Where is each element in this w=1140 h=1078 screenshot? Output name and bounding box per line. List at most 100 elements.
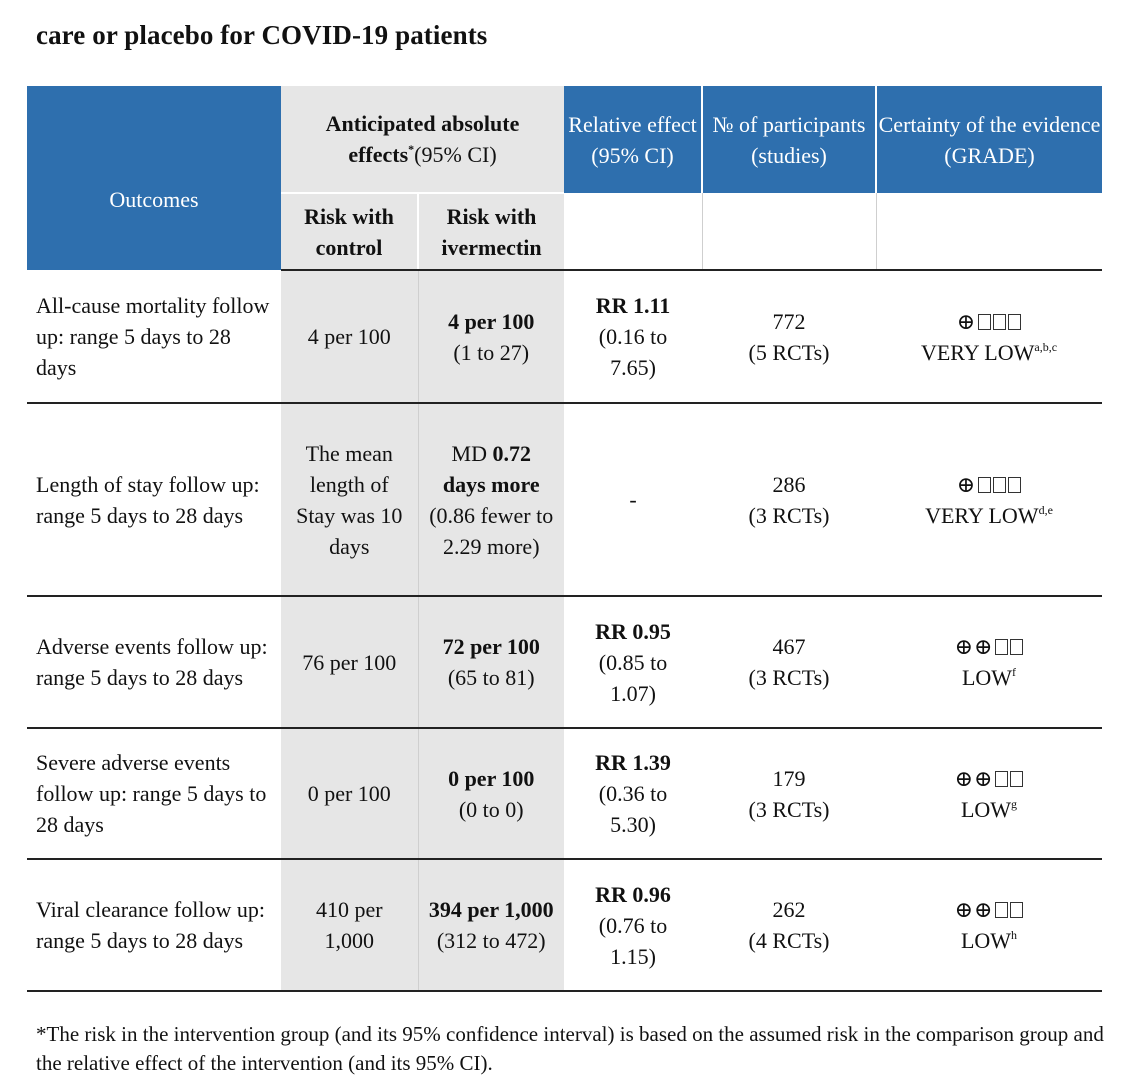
relative-effect-estimate: RR 1.11: [595, 293, 671, 318]
participants-cell: 179 (3 RCTs): [702, 728, 876, 860]
studies-count: (5 RCTs): [748, 339, 830, 365]
grade-empty-box-icon: [995, 770, 1009, 787]
grade-plus-icon: ⊕: [956, 308, 977, 334]
outcome-cell: Length of stay follow up: range 5 days t…: [27, 403, 281, 597]
grade-empty-box-icon: [978, 313, 992, 330]
relative-effect-cell: RR 0.96 (0.76 to 1.15): [564, 859, 702, 992]
ivermectin-estimate: 72 per 100: [442, 634, 540, 659]
relative-effect-cell: RR 1.39 (0.36 to 5.30): [564, 728, 702, 860]
ivermectin-ci: (312 to 472): [436, 928, 546, 953]
grade-plus-icon: ⊕⊕: [954, 634, 994, 659]
grade-label: LOW: [960, 928, 1012, 953]
risk-ivermectin-cell: 394 per 1,000 (312 to 472): [418, 859, 564, 992]
grade-empty-box-icon: [993, 313, 1007, 330]
outcome-cell: All-cause mortality follow up: range 5 d…: [27, 270, 281, 404]
certainty-cell: ⊕⊕ LOWg: [876, 728, 1102, 860]
grade-plus-icon: ⊕⊕: [954, 897, 994, 922]
studies-count: (3 RCTs): [748, 502, 830, 528]
participants-cell: 467 (3 RCTs): [702, 596, 876, 729]
participants-cell: 286 (3 RCTs): [702, 403, 876, 597]
grade-empty-box-icon: [1010, 902, 1024, 918]
header-anticipated-ci: (95% CI): [414, 142, 497, 167]
header-blank-relative: [564, 193, 703, 271]
header-asterisk: *: [408, 142, 415, 156]
table-row: Adverse events follow up: range 5 days t…: [27, 596, 1102, 729]
footnote: *The risk in the intervention group (and…: [36, 1022, 1104, 1075]
grade-empty-box-icon: [1010, 770, 1024, 787]
table-row: Length of stay follow up: range 5 days t…: [27, 403, 1102, 597]
ivermectin-estimate: 4 per 100: [448, 308, 535, 334]
grade-empty-box-icon: [978, 476, 992, 493]
ivermectin-ci: (1 to 27): [453, 339, 530, 365]
grade-footnote-markers: f: [1012, 665, 1017, 679]
participants-count: 262: [772, 897, 806, 922]
header-blank-participants: [702, 193, 877, 271]
certainty-cell: ⊕⊕ LOWh: [876, 859, 1102, 992]
relative-effect-ci: (0.85 to 1.07): [598, 649, 668, 706]
header-anticipated-main: Anticipated absolute: [325, 111, 520, 136]
header-anticipated-effects: Anticipated absolute effects*(95% CI): [281, 86, 564, 193]
header-risk-control: Risk with control: [281, 192, 419, 271]
ivermectin-md-prefix: MD: [451, 440, 487, 466]
relative-effect-estimate: RR 0.96: [595, 881, 671, 907]
relative-effect-ci: (0.76 to 1.15): [598, 912, 668, 969]
risk-control-cell: 4 per 100: [281, 270, 419, 404]
ivermectin-estimate: 0 per 100: [448, 765, 535, 791]
relative-effect-cell: -: [564, 403, 702, 597]
grade-empty-box-icon: [1008, 313, 1022, 330]
risk-ivermectin-cell: MD 0.72 days more (0.86 fewer to 2.29 mor…: [418, 403, 564, 597]
grade-footnote-markers: g: [1011, 796, 1018, 811]
grade-footnote-markers: h: [1011, 928, 1018, 942]
grade-plus-icon: ⊕⊕: [954, 765, 994, 791]
grade-plus-icon: ⊕: [956, 471, 977, 497]
ivermectin-ci: (0 to 0): [458, 796, 524, 822]
grade-label: LOW: [960, 796, 1012, 822]
relative-effect-estimate: RR 1.39: [595, 750, 671, 775]
outcome-cell: Viral clearance follow up: range 5 days …: [27, 859, 281, 992]
header-outcomes: Outcomes: [27, 86, 281, 270]
header-anticipated-effects-word: effects: [348, 142, 409, 167]
relative-effect-ci: (0.36 to 5.30): [598, 781, 668, 837]
participants-count: 467: [772, 634, 806, 659]
relative-effect-ci: -: [629, 487, 637, 512]
risk-control-cell: The mean length of Stay was 10 days: [281, 403, 419, 597]
outcome-cell: Adverse events follow up: range 5 days t…: [27, 596, 281, 729]
risk-control-cell: 0 per 100: [281, 728, 419, 860]
studies-count: (3 RCTs): [748, 796, 830, 822]
grade-label: LOW: [961, 665, 1013, 690]
relative-effect-estimate: RR 0.95: [595, 618, 671, 644]
risk-control-cell: 76 per 100: [281, 596, 419, 729]
table-row: Viral clearance follow up: range 5 days …: [27, 859, 1102, 992]
header-certainty: Certainty of the evidence (GRADE): [876, 86, 1102, 193]
participants-count: 286: [772, 471, 806, 497]
risk-ivermectin-cell: 4 per 100 (1 to 27): [418, 270, 564, 404]
certainty-cell: ⊕⊕ LOWf: [876, 596, 1102, 729]
grade-empty-box-icon: [995, 902, 1009, 918]
grade-footnote-markers: a,b,c: [1034, 339, 1058, 354]
participants-cell: 262 (4 RCTs): [702, 859, 876, 992]
grade-footnote-markers: d,e: [1038, 502, 1053, 517]
table-row: Severe adverse events follow up: range 5…: [27, 728, 1102, 860]
ivermectin-estimate: 394 per 1,000: [428, 897, 554, 922]
summary-of-findings-table: Outcomes Anticipated absolute effects*(9…: [27, 86, 1102, 992]
ivermectin-estimate: 0.72 days more: [442, 440, 540, 497]
studies-count: (3 RCTs): [748, 665, 830, 690]
grade-empty-box-icon: [995, 639, 1009, 655]
relative-effect-cell: RR 1.11 (0.16 to 7.65): [564, 270, 702, 404]
certainty-cell: ⊕ VERY LOWd,e: [876, 403, 1102, 597]
certainty-cell: ⊕ VERY LOWa,b,c: [876, 270, 1102, 404]
outcome-cell: Severe adverse events follow up: range 5…: [27, 728, 281, 860]
header-participants: № of participants (studies): [702, 86, 877, 193]
ivermectin-ci: (65 to 81): [447, 665, 535, 690]
header-blank-certainty: [876, 193, 1102, 271]
risk-ivermectin-cell: 0 per 100 (0 to 0): [418, 728, 564, 860]
risk-ivermectin-cell: 72 per 100 (65 to 81): [418, 596, 564, 729]
relative-effect-ci: (0.16 to 7.65): [598, 324, 668, 380]
participants-cell: 772 (5 RCTs): [702, 270, 876, 404]
grade-empty-box-icon: [1008, 476, 1022, 493]
grade-empty-box-icon: [993, 476, 1007, 493]
participants-count: 772: [772, 308, 806, 334]
grade-empty-box-icon: [1010, 639, 1024, 655]
table-row: All-cause mortality follow up: range 5 d…: [27, 270, 1102, 404]
header-risk-ivermectin: Risk with ivermectin: [418, 192, 564, 271]
